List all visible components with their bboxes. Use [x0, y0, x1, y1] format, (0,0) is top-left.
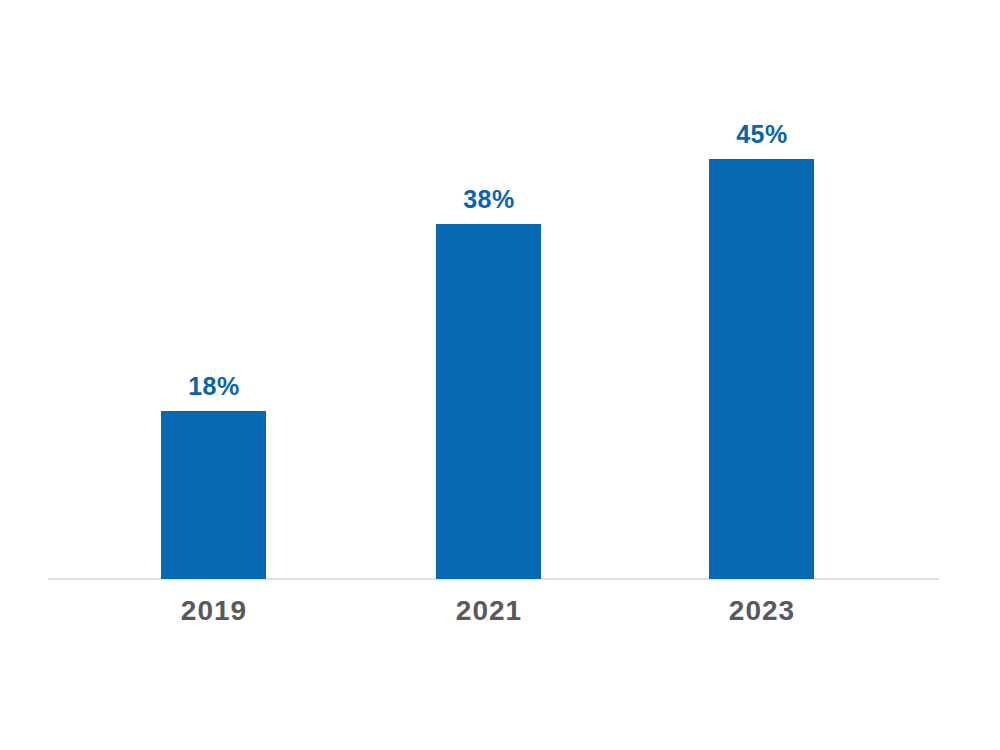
bar [709, 159, 814, 579]
bar-chart: 18%201938%202145%2023 [0, 0, 1000, 750]
chart-canvas: 18%201938%202145%2023 [0, 0, 1000, 750]
x-axis-label: 2021 [419, 597, 559, 625]
value-label: 38% [419, 187, 559, 212]
bar [436, 224, 541, 579]
bar [161, 411, 266, 579]
bar-group: 45%2023 [692, 0, 832, 579]
x-axis-label: 2023 [692, 597, 832, 625]
bar-group: 38%2021 [419, 0, 559, 579]
x-axis-label: 2019 [144, 597, 284, 625]
value-label: 45% [692, 122, 832, 147]
value-label: 18% [144, 374, 284, 399]
bar-group: 18%2019 [144, 0, 284, 579]
